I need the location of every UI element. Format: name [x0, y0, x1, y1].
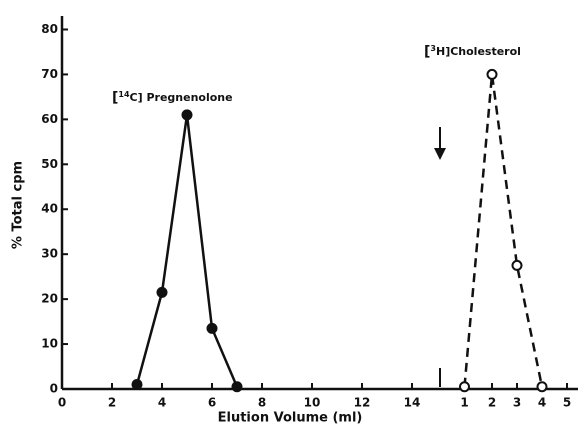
y-tick-label: 50 — [41, 157, 58, 171]
x-tick-label: 14 — [404, 396, 421, 410]
x-tick-label: 6 — [208, 396, 216, 410]
annotation-superscript: 3 — [430, 44, 436, 53]
y-tick-label: 80 — [41, 22, 58, 36]
data-point — [156, 286, 168, 298]
data-point — [181, 109, 193, 121]
x-tick-label: 4 — [538, 396, 546, 410]
x-tick-label: 0 — [58, 396, 66, 410]
x-tick-label: 10 — [304, 396, 321, 410]
y-tick-label: 30 — [41, 247, 58, 261]
data-point — [206, 322, 218, 334]
x-tick-label: 3 — [513, 396, 521, 410]
annotation-text: C] Pregnenolone — [130, 91, 233, 104]
annotation-bracket: [ — [112, 90, 118, 106]
annotation: [14C] Pregnenolone — [112, 90, 233, 107]
x-tick-label: 5 — [563, 396, 571, 410]
y-tick-label: 70 — [41, 67, 58, 81]
data-point — [486, 68, 498, 80]
y-tick-label: 40 — [41, 202, 58, 216]
arrow-head — [434, 148, 446, 160]
x-tick-label: 2 — [488, 396, 496, 410]
series-line — [463, 74, 544, 388]
data-point — [536, 381, 548, 393]
data-point — [131, 379, 143, 391]
y-tick-label: 10 — [41, 337, 58, 351]
annotation-text: H]Cholesterol — [436, 45, 521, 58]
x-tick-label: 8 — [258, 396, 266, 410]
x-tick-label: 4 — [158, 396, 166, 410]
y-tick-label: 0 — [50, 382, 58, 396]
data-point — [231, 381, 243, 393]
annotation-bracket: [ — [424, 44, 430, 60]
y-tick-label: 60 — [41, 112, 58, 126]
x-tick-label: 1 — [460, 396, 468, 410]
annotation: [3H]Cholesterol — [424, 44, 521, 61]
data-point — [459, 381, 470, 393]
x-tick-label: 12 — [354, 396, 371, 410]
y-tick-label: 20 — [41, 292, 58, 306]
y-axis-label: % Total cpm — [11, 161, 26, 249]
x-tick-label: 2 — [108, 396, 116, 410]
annotation-superscript: 14 — [118, 90, 130, 99]
series-line — [135, 114, 239, 388]
data-point — [511, 259, 523, 271]
x-axis-label: Elution Volume (ml) — [218, 411, 363, 426]
